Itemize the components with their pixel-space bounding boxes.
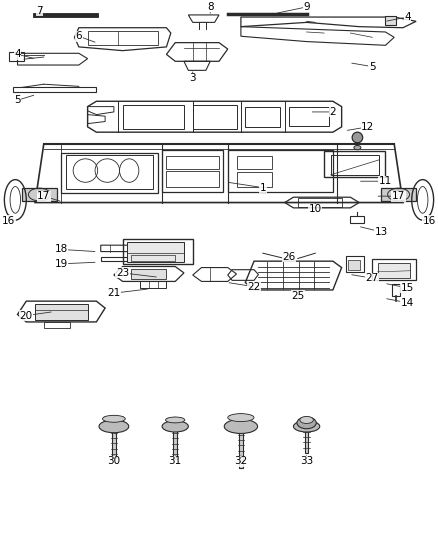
- Bar: [193, 105, 237, 129]
- Ellipse shape: [228, 414, 254, 422]
- Bar: [112, 426, 116, 458]
- Text: 11: 11: [360, 176, 392, 186]
- Bar: [131, 269, 166, 279]
- Bar: [298, 198, 342, 207]
- Text: 12: 12: [347, 122, 374, 132]
- Bar: [378, 263, 410, 278]
- Bar: [166, 171, 219, 187]
- Ellipse shape: [352, 132, 363, 143]
- Text: 7: 7: [36, 6, 43, 17]
- Text: 21: 21: [107, 288, 148, 298]
- Text: 5: 5: [14, 95, 34, 105]
- Bar: [237, 156, 272, 169]
- Text: 15: 15: [387, 283, 414, 293]
- Bar: [346, 256, 364, 272]
- Text: 16: 16: [423, 214, 436, 225]
- Bar: [324, 151, 385, 177]
- Bar: [123, 239, 193, 264]
- Text: 22: 22: [229, 282, 261, 292]
- Bar: [123, 105, 184, 129]
- Bar: [61, 153, 158, 193]
- Bar: [162, 150, 223, 192]
- Ellipse shape: [354, 146, 361, 150]
- Bar: [228, 150, 333, 192]
- Ellipse shape: [293, 421, 320, 432]
- Ellipse shape: [99, 420, 129, 433]
- Text: 32: 32: [234, 456, 247, 466]
- Ellipse shape: [162, 421, 188, 432]
- Bar: [289, 107, 328, 126]
- Bar: [385, 16, 396, 25]
- Text: 17: 17: [378, 191, 405, 201]
- Bar: [131, 255, 175, 261]
- Text: 13: 13: [360, 227, 388, 237]
- Bar: [237, 172, 272, 187]
- Polygon shape: [167, 417, 184, 423]
- Text: 30: 30: [107, 456, 120, 466]
- Text: 27: 27: [352, 273, 379, 283]
- Text: 1: 1: [229, 182, 266, 192]
- Polygon shape: [230, 414, 252, 421]
- Text: 3: 3: [189, 72, 196, 83]
- Text: 14: 14: [387, 298, 414, 308]
- Text: 4: 4: [387, 12, 411, 22]
- Polygon shape: [22, 188, 57, 201]
- Bar: [392, 284, 400, 296]
- Text: 5: 5: [352, 62, 376, 71]
- Text: 4: 4: [14, 50, 34, 59]
- Bar: [245, 107, 280, 127]
- Polygon shape: [104, 416, 124, 422]
- Text: 20: 20: [20, 311, 51, 320]
- Text: 10: 10: [309, 204, 322, 214]
- Ellipse shape: [166, 417, 185, 423]
- Text: 8: 8: [207, 2, 214, 13]
- Bar: [166, 156, 219, 169]
- Polygon shape: [381, 188, 416, 201]
- Bar: [331, 155, 379, 175]
- Text: 33: 33: [300, 456, 313, 466]
- Text: 19: 19: [55, 259, 95, 269]
- Ellipse shape: [102, 415, 125, 422]
- Ellipse shape: [297, 417, 316, 429]
- Text: 25: 25: [291, 290, 304, 301]
- Bar: [127, 242, 184, 262]
- Text: 16: 16: [2, 214, 15, 225]
- Text: 17: 17: [37, 191, 60, 201]
- Bar: [239, 426, 243, 468]
- Ellipse shape: [300, 416, 313, 423]
- Bar: [348, 260, 360, 270]
- Bar: [35, 304, 88, 320]
- Bar: [305, 426, 308, 453]
- Ellipse shape: [224, 419, 258, 433]
- Text: 18: 18: [55, 245, 95, 254]
- Bar: [173, 426, 177, 459]
- Bar: [350, 216, 364, 223]
- Text: 31: 31: [169, 456, 182, 466]
- Text: 26: 26: [283, 252, 296, 262]
- Text: 23: 23: [116, 268, 156, 278]
- Text: 2: 2: [312, 107, 336, 117]
- Text: 6: 6: [75, 31, 95, 42]
- Bar: [372, 259, 416, 280]
- Bar: [9, 52, 24, 61]
- Text: 9: 9: [277, 2, 310, 13]
